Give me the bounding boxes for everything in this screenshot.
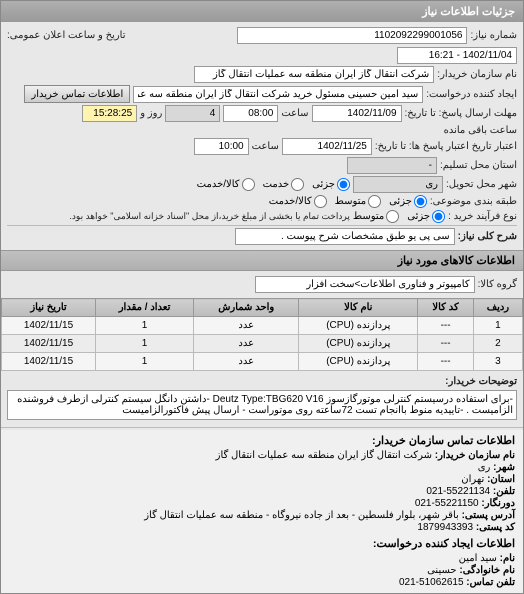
radio-packing-goods[interactable]: کالا/خدمت <box>269 195 327 208</box>
radio-payment-mid[interactable]: متوسط <box>353 210 399 223</box>
c-family-label: نام خانوادگی: <box>459 565 515 576</box>
c-tel-label: تلفن تماس: <box>466 577 515 588</box>
c-addr: باقر شهر، بلوار فلسطین - بعد از جاده نیر… <box>144 510 459 521</box>
table-cell: 1 <box>96 335 194 353</box>
c-postal-label: کد پستی: <box>476 522 515 533</box>
c-org: شرکت انتقال گاز ایران منطقه سه عملیات ان… <box>216 450 432 461</box>
goods-table: ردیف کد کالا نام کالا واحد شمارش تعداد /… <box>1 298 523 371</box>
table-cell: --- <box>418 335 474 353</box>
col-row: ردیف <box>473 299 522 317</box>
c-family: حسینی <box>427 565 456 576</box>
table-cell: 1402/11/15 <box>2 353 96 371</box>
col-unit: واحد شمارش <box>194 299 299 317</box>
c-org-label: نام سازمان خریدار: <box>435 450 515 461</box>
table-cell: پردازنده (CPU) <box>299 353 418 371</box>
c-name-label: نام: <box>500 553 515 564</box>
remain-label: ساعت باقی مانده <box>444 125 517 136</box>
table-cell: --- <box>418 317 474 335</box>
notes-label: توضیحات خریدار: <box>445 376 517 387</box>
table-cell: پردازنده (CPU) <box>299 317 418 335</box>
valid-label: اعتبار تاریخ اعتبار پاسخ ها: تا تاریخ: <box>375 141 517 152</box>
radio-payment-part[interactable]: جزئی <box>407 210 445 223</box>
c-city-label: شهر: <box>493 462 515 473</box>
days-label: روز و <box>140 108 162 119</box>
request-no-input[interactable] <box>237 27 467 44</box>
time-label-2: ساعت <box>252 141 279 152</box>
table-row[interactable]: 2---پردازنده (CPU)عدد11402/11/15 <box>2 335 523 353</box>
table-cell: 1 <box>96 353 194 371</box>
city-label: شهر محل تحویل: <box>446 179 517 190</box>
goods-section-title: اطلاعات کالاهای مورد نیاز <box>1 250 523 271</box>
table-cell: 3 <box>473 353 522 371</box>
table-cell: عدد <box>194 353 299 371</box>
valid-time-input[interactable] <box>194 138 249 155</box>
deadline-time-input[interactable] <box>223 105 278 122</box>
table-row[interactable]: 3---پردازنده (CPU)عدد11402/11/15 <box>2 353 523 371</box>
packing-label: طبقه بندی موضوعی: <box>430 196 517 207</box>
time-label-1: ساعت <box>281 108 308 119</box>
page-header: جزئیات اطلاعات نیاز <box>1 1 523 22</box>
radio-packing-part[interactable]: جزئی <box>389 195 427 208</box>
buyer-org-input[interactable] <box>194 66 434 83</box>
table-cell: عدد <box>194 335 299 353</box>
radio-packing-mid[interactable]: متوسط <box>335 195 381 208</box>
col-code: کد کالا <box>418 299 474 317</box>
c-name: سید امین <box>459 553 497 564</box>
c-city: ری <box>478 462 491 473</box>
c-fax: 55221150-021 <box>415 498 479 509</box>
requester-input[interactable] <box>133 86 423 103</box>
announce-date-input[interactable] <box>397 47 517 64</box>
creator-header: اطلاعات ایجاد کننده درخواست: <box>9 537 515 550</box>
announce-label: تاریخ و ساعت اعلان عمومی: <box>7 30 126 41</box>
table-cell: عدد <box>194 317 299 335</box>
c-prov-label: استان: <box>487 474 515 485</box>
table-row[interactable]: 1---پردازنده (CPU)عدد11402/11/15 <box>2 317 523 335</box>
group-label: گروه کالا: <box>478 279 517 290</box>
province-label: استان محل تسلیم: <box>440 160 517 171</box>
payment-label: نوع فرآیند خرید : <box>448 211 517 222</box>
days-input <box>165 105 220 122</box>
page-title: جزئیات اطلاعات نیاز <box>422 6 515 18</box>
col-name: نام کالا <box>299 299 418 317</box>
valid-date-input[interactable] <box>282 138 372 155</box>
c-phone-label: تلفن: <box>493 486 515 497</box>
deadline-label: مهلت ارسال پاسخ: تا تاریخ: <box>405 108 517 119</box>
table-cell: 2 <box>473 335 522 353</box>
radio-part-1[interactable]: جزئی <box>312 178 350 191</box>
table-cell: 1 <box>473 317 522 335</box>
c-tel: 51062615-021 <box>399 577 464 588</box>
requester-label: ایجاد کننده درخواست: <box>426 89 517 100</box>
table-cell: پردازنده (CPU) <box>299 335 418 353</box>
col-date: تاریخ نیاز <box>2 299 96 317</box>
notes-text: -برای استفاده درسیستم کنترلی موتورگازسوز… <box>7 390 517 420</box>
payment-note: پرداخت تمام یا بخشی از مبلغ خرید،از محل … <box>69 211 349 222</box>
c-prov: تهران <box>461 474 484 485</box>
table-cell: 1402/11/15 <box>2 317 96 335</box>
c-phone: 55221134-021 <box>426 486 490 497</box>
request-no-label: شماره نیاز: <box>470 30 517 41</box>
group-input[interactable] <box>255 276 475 293</box>
province-input[interactable] <box>347 157 437 174</box>
c-addr-label: آدرس پستی: <box>462 510 515 521</box>
city-input[interactable] <box>353 176 443 193</box>
contact-info-button[interactable]: اطلاعات تماس خریدار <box>24 85 130 103</box>
desc-input[interactable] <box>235 228 455 245</box>
contact-header: اطلاعات تماس سازمان خریدار: <box>9 434 515 447</box>
deadline-date-input[interactable] <box>312 105 402 122</box>
radio-service[interactable]: خدمت <box>263 178 305 191</box>
table-cell: --- <box>418 353 474 371</box>
desc-label: شرح کلی نیاز: <box>458 231 517 242</box>
c-postal: 1879943393 <box>417 522 473 533</box>
radio-goods-1[interactable]: کالا/خدمت <box>197 178 255 191</box>
buyer-org-label: نام سازمان خریدار: <box>437 69 517 80</box>
table-cell: 1402/11/15 <box>2 335 96 353</box>
col-qty: تعداد / مقدار <box>96 299 194 317</box>
remain-time-input <box>82 105 137 122</box>
table-cell: 1 <box>96 317 194 335</box>
c-fax-label: دورنگار: <box>481 498 515 509</box>
